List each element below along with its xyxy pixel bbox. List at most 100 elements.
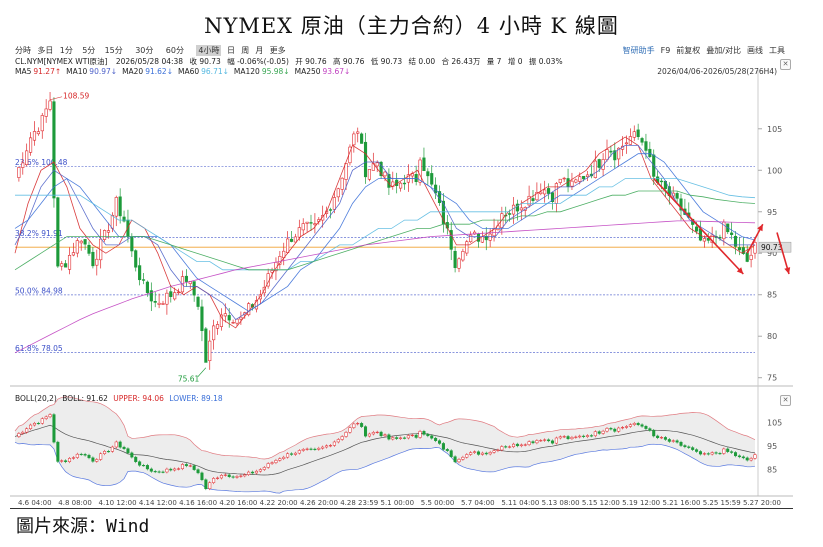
boll-candle-body-162 (644, 426, 648, 429)
chart-svg[interactable]: 105 100 95 90 85 80 75 23.6% 100.48 38.2% 91.91 5… (10, 41, 793, 507)
x-tick-label-0: 4.6 04:00 (18, 499, 52, 507)
candle-body-75 (305, 221, 309, 224)
boll-candle-body-36 (153, 471, 157, 473)
boll-candle-body-91 (367, 433, 371, 437)
candle-body-124 (496, 225, 500, 231)
candle-body-76 (309, 222, 313, 224)
boll-candle-body-49 (204, 479, 208, 489)
y-tick-label-5: 80 (767, 332, 777, 341)
boll-candle-body-26 (114, 441, 118, 448)
ma-legend-label-4: MA120 (233, 67, 260, 76)
boll-candle-body-174 (691, 447, 695, 450)
low-annotation-label: 75.61 (178, 375, 200, 384)
last-price-box (758, 241, 792, 253)
boll-candle-body-15 (71, 457, 75, 459)
boll-candle-body-97 (391, 437, 395, 440)
boll-candle-body-7 (40, 418, 44, 424)
candle-body-60 (247, 303, 251, 316)
candle-body-113 (453, 250, 457, 268)
boll-candle-body-110 (441, 443, 445, 450)
boll-candle-body-99 (399, 437, 403, 439)
boll-candle-body-46 (192, 465, 196, 470)
candle-body-171 (679, 198, 683, 211)
boll-candle-body-65 (266, 463, 270, 468)
candle-body-3 (25, 150, 29, 165)
boll-candle-body-89 (360, 423, 364, 427)
high-label: 高 90.76 (333, 57, 365, 66)
timeframe-9[interactable]: 周 (241, 46, 250, 55)
candle-body-130 (519, 207, 523, 211)
candle-body-4 (29, 137, 33, 153)
candle-body-107 (430, 173, 434, 185)
timeframe-8[interactable]: 日 (227, 46, 235, 55)
tool-3[interactable]: 叠加/对比 (706, 46, 741, 55)
boll-candle-body-103 (414, 434, 418, 438)
boll-candle-body-159 (632, 423, 636, 425)
boll-candle-body-136 (543, 439, 547, 441)
x-tick-label-14: 5.15 12:00 (582, 499, 620, 507)
candle-body-178 (706, 237, 710, 241)
timeframe-2[interactable]: 1分 (59, 46, 73, 55)
close-indicator-icon[interactable]: ✕ (780, 395, 791, 406)
boll-candle-body-177 (702, 453, 706, 455)
candle-body-116 (465, 241, 469, 254)
candle-body-56 (231, 322, 235, 324)
fib-label-0: 23.6% 100.48 (15, 158, 68, 167)
candle-body-143 (570, 180, 574, 187)
boll-candle-body-14 (68, 458, 72, 462)
timeframe-3[interactable]: 5分 (82, 46, 96, 55)
boll-candle-body-126 (504, 446, 508, 448)
candle-body-24 (106, 230, 111, 233)
trend-arrow-right-shaft (776, 232, 790, 275)
candle-body-33 (141, 279, 146, 281)
timeframe-10[interactable]: 月 (255, 46, 264, 55)
tool-1[interactable]: F9 (660, 46, 671, 55)
boll-candle-body-140 (558, 436, 562, 439)
boll-candle-body-57 (235, 476, 239, 478)
boll-candle-body-102 (410, 434, 414, 436)
boll-candle-body-158 (628, 424, 632, 427)
close-icon[interactable]: ✕ (780, 59, 791, 70)
candle-body-134 (535, 191, 539, 201)
boll-candle-body-132 (527, 441, 531, 445)
candle-body-5 (32, 131, 37, 141)
y-tick-label-3: 90 (767, 249, 777, 258)
boll-candle-body-70 (286, 453, 290, 458)
boll-candle-body-77 (313, 448, 317, 450)
boll-candle-body-111 (445, 449, 449, 451)
timeframe-11[interactable]: 更多 (269, 46, 286, 55)
tool-2[interactable]: 前复权 (676, 46, 701, 55)
timeframe-1[interactable]: 多日 (37, 46, 54, 55)
boll-candle-body-107 (430, 435, 434, 439)
boll-candle-body-31 (134, 456, 138, 462)
timeframe-6[interactable]: 60分 (165, 46, 184, 55)
tool-5[interactable]: 工具 (769, 46, 785, 55)
candle-body-189 (749, 254, 753, 260)
boll-candle-body-86 (348, 427, 352, 433)
boll-candle-body-187 (741, 456, 745, 459)
boll-candle-body-45 (188, 465, 192, 467)
timeframe-7[interactable]: 4小時 (196, 45, 222, 56)
tool-0[interactable]: 智研助手 (622, 46, 655, 55)
boll-candle-body-12 (60, 460, 64, 462)
candle-body-68 (278, 256, 282, 265)
boll-candle-body-135 (539, 440, 543, 442)
boll-candle-body-29 (126, 448, 130, 454)
timeframe-5[interactable]: 30分 (135, 46, 154, 55)
boll-candle-body-144 (574, 436, 578, 438)
candle-body-25 (110, 214, 114, 229)
boll-candle-body-83 (336, 439, 340, 443)
candle-body-138 (550, 192, 555, 202)
boll-candle-body-118 (473, 451, 477, 453)
timeframe-0[interactable]: 分時 (15, 46, 31, 55)
boll-candle-body-58 (239, 475, 243, 477)
boll-candle-body-155 (617, 427, 621, 432)
candle-body-12 (60, 263, 64, 267)
candle-body-17 (79, 240, 83, 244)
ma-legend-label-1: MA10 (66, 67, 88, 76)
candle-body-188 (745, 252, 749, 262)
boll-candle-body-95 (383, 434, 387, 437)
timeframe-4[interactable]: 15分 (104, 46, 123, 55)
tool-4[interactable]: 画线 (747, 46, 763, 55)
y-tick-label-4: 85 (767, 291, 777, 300)
